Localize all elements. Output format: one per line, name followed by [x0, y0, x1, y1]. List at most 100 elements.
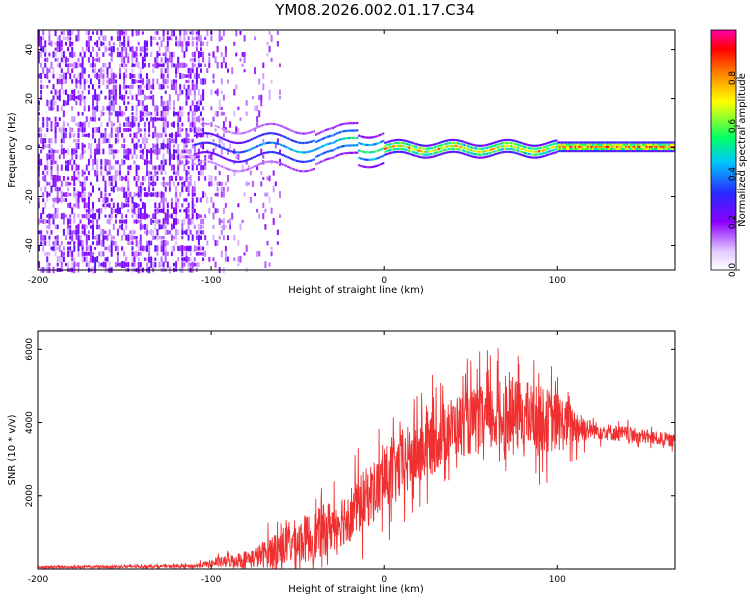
spectrogram-cell — [175, 154, 178, 160]
spectrogram-cell — [515, 149, 518, 152]
spectrogram-cell — [81, 185, 84, 193]
spectrogram-cell — [600, 143, 603, 146]
spectrogram-cell — [434, 155, 437, 158]
spectrogram-cell — [526, 143, 528, 146]
spectrogram-cell — [224, 181, 227, 186]
spectrogram-cell — [79, 52, 82, 57]
spectrogram-cell — [62, 132, 65, 139]
spectrogram-cell — [92, 223, 94, 231]
spectrogram-cell — [482, 150, 485, 153]
spectrogram-cell — [129, 148, 132, 155]
spectrogram-cell — [514, 148, 516, 151]
spectrogram-cell — [168, 186, 171, 192]
spectrogram-cell — [46, 165, 49, 171]
spectrogram-cell — [292, 139, 295, 142]
spectrogram-cell — [87, 35, 90, 41]
spectrogram-cell — [38, 153, 40, 161]
spectrogram-cell — [424, 150, 426, 153]
spectrogram-cell — [189, 105, 192, 112]
spectrogram-cell — [602, 141, 605, 144]
spectrogram-cell — [81, 46, 84, 52]
spectrogram-cell — [62, 192, 65, 197]
spectrogram-cell — [65, 192, 67, 197]
spectrogram-cell — [56, 122, 59, 127]
spectrogram-cell — [100, 67, 103, 75]
spectrogram-cell — [44, 40, 47, 48]
spectrogram-cell — [389, 151, 392, 155]
spectrogram-cell — [635, 147, 637, 151]
spectrogram-cell — [179, 34, 182, 42]
spectrogram-cell — [276, 41, 279, 47]
spectrogram-cell — [110, 165, 113, 170]
spectrogram-cell — [50, 90, 53, 94]
spectrogram-cell — [146, 164, 148, 172]
spectrogram-cell — [54, 126, 57, 134]
spectrogram-cell — [624, 147, 627, 151]
spectrogram-cell — [187, 155, 190, 159]
spectrogram-cell — [73, 219, 76, 224]
spectrogram-cell — [541, 146, 544, 149]
spectrogram-cell — [285, 164, 288, 168]
spectrogram-cell — [164, 197, 167, 203]
spectrogram-cell — [183, 62, 186, 68]
spectrogram-cell — [173, 29, 175, 37]
spectrogram-cell — [121, 219, 124, 224]
spectrogram-cell — [156, 171, 159, 175]
spectrogram-cell — [131, 241, 134, 245]
spectrogram-cell — [392, 139, 395, 142]
spectrogram-cell — [197, 240, 200, 246]
spectrogram-cell — [520, 150, 523, 154]
spectrogram-cell — [146, 228, 148, 236]
spectrogram-cell — [141, 182, 144, 186]
spectrogram-cell — [472, 149, 475, 152]
spectrogram-cell — [94, 126, 97, 133]
spectrogram-cell — [114, 111, 117, 117]
spectrogram-cell — [123, 229, 126, 236]
spectrogram-cell — [40, 137, 43, 144]
colorbar-tick-label: 0.8 — [728, 71, 738, 86]
spectrogram-cell — [552, 140, 554, 143]
spectrogram-cell — [565, 141, 568, 144]
spectrogram-cell — [224, 46, 227, 52]
spectrogram-cell — [168, 159, 171, 166]
spectrogram-cell — [139, 100, 142, 106]
spectrogram-cell — [662, 145, 665, 148]
spectrogram-cell — [548, 144, 551, 147]
spectrogram-cell — [195, 67, 198, 74]
spectrogram-cell — [48, 35, 51, 42]
spectrogram-cell — [160, 160, 163, 165]
spectrogram-cell — [671, 147, 674, 151]
spectrogram-cell — [274, 181, 277, 187]
spectrogram-cell — [668, 145, 670, 148]
spectrogram-cell — [123, 138, 126, 144]
spectrogram-cell — [141, 148, 144, 155]
spectrogram-cell — [220, 148, 223, 155]
spectrogram-cell — [65, 79, 67, 84]
spectrogram-cell — [81, 94, 84, 101]
figure-title: YM08.2026.002.01.17.C34 — [275, 1, 475, 19]
spectrogram-cell — [531, 156, 534, 159]
spectrogram-cell — [199, 161, 201, 164]
spectrogram-cell — [569, 150, 572, 153]
spectrogram-cell — [420, 150, 423, 153]
spectrogram-cell — [512, 139, 515, 142]
spectrogram-cell — [48, 192, 51, 197]
spectrogram-cell — [297, 160, 300, 163]
spectrogram-cell — [631, 143, 634, 146]
spectrogram-cell — [540, 146, 542, 150]
spectrogram-cell — [56, 46, 59, 53]
spectrogram-cell — [251, 96, 254, 100]
spectrogram-cell — [214, 153, 217, 156]
spectrogram-cell — [146, 160, 148, 165]
spectrogram-cell — [574, 147, 577, 151]
spectrogram-cell — [121, 51, 124, 58]
spectrogram-cell — [270, 151, 272, 154]
spectrogram-cell — [243, 56, 246, 64]
spectrogram-cell — [173, 164, 175, 171]
spectrogram-cell — [223, 147, 225, 150]
spectrogram-cell — [320, 145, 322, 149]
spectrogram-cell — [244, 141, 246, 144]
spectrogram-cell — [216, 181, 219, 186]
spectrogram-cell — [166, 229, 169, 235]
spectrogram-cell — [112, 175, 115, 182]
